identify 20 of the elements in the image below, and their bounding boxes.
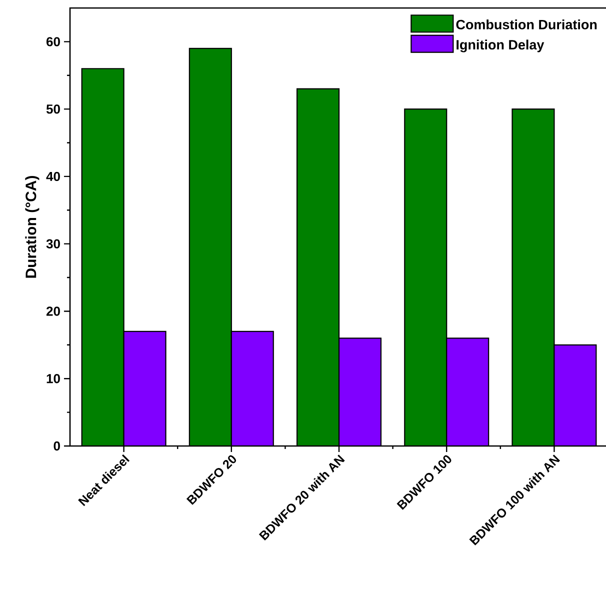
y-tick-label: 30 (46, 239, 60, 248)
bar (231, 331, 274, 446)
bar (189, 48, 232, 446)
bar (446, 338, 489, 446)
y-axis-title: Duration (°CA) (25, 176, 40, 278)
bar (82, 68, 124, 446)
y-tick-label: 10 (46, 374, 60, 384)
y-tick-label: 40 (46, 172, 60, 182)
bar (554, 344, 597, 446)
bar (124, 331, 166, 446)
bar (512, 108, 555, 446)
y-tick-label: 60 (46, 37, 60, 46)
y-tick-label: 0 (54, 441, 60, 451)
legend-label: Combustion Duriation (456, 19, 597, 30)
bar (404, 109, 447, 446)
bar (297, 88, 340, 446)
y-tick-label: 20 (46, 306, 60, 316)
legend-label: Ignition Delay (456, 40, 544, 52)
bar (339, 338, 381, 446)
y-tick-label: 50 (46, 104, 60, 114)
